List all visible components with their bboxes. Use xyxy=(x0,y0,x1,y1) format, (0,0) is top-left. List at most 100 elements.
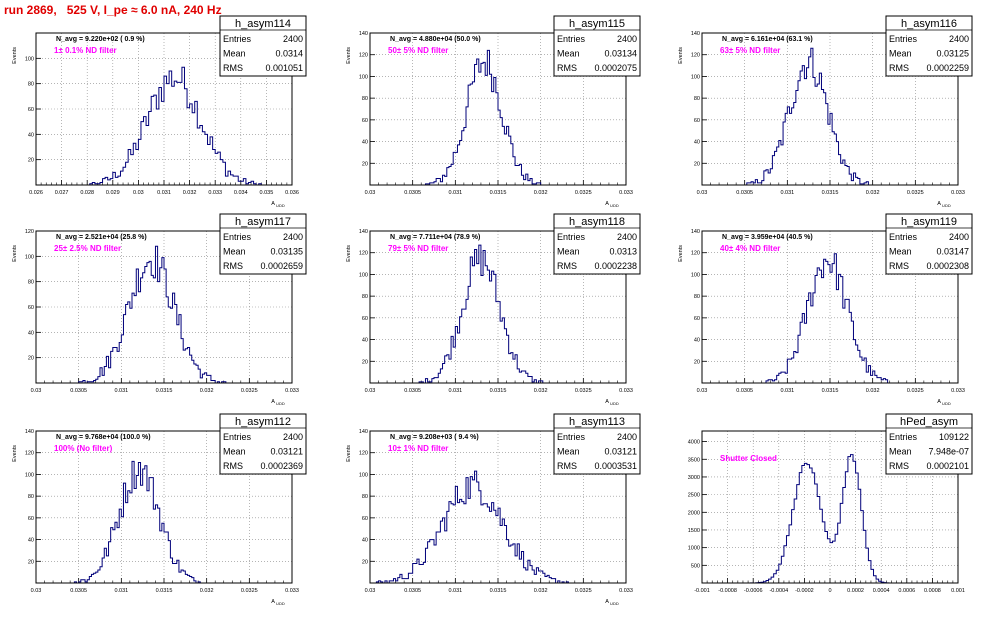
x-axis-label-main: A xyxy=(605,201,609,207)
y-axis-label: Events xyxy=(12,245,18,262)
y-tick-label: 40 xyxy=(362,338,368,344)
y-axis-label: Events xyxy=(678,47,684,64)
y-tick-label: 80 xyxy=(28,494,34,500)
stats-box xyxy=(219,213,307,275)
x-tick-label: 0.0305 xyxy=(70,388,87,394)
stats-entries-label: Entries xyxy=(889,432,918,442)
x-axis-label-sub: UDD xyxy=(275,401,285,406)
filter-label: 1± 0.1% ND filter xyxy=(54,46,117,55)
x-tick-label: 0.032 xyxy=(866,388,880,394)
stats-mean-label: Mean xyxy=(223,447,246,457)
plot-frame xyxy=(701,430,959,584)
stats-mean-value: 0.03135 xyxy=(270,247,303,257)
y-tick-label: 80 xyxy=(362,96,368,102)
stats-entries-label: Entries xyxy=(557,432,586,442)
x-tick-label: 0.031 xyxy=(780,190,794,196)
y-tick-label: 20 xyxy=(362,359,368,365)
y-tick-label: 20 xyxy=(362,161,368,167)
y-tick-label: 2500 xyxy=(688,493,700,499)
x-axis-label-main: A xyxy=(271,201,275,207)
navg-label: N_avg = 7.711e+04 (78.9 %) xyxy=(390,234,480,241)
stats-mean-value: 0.03134 xyxy=(604,49,637,59)
filter-label: 40± 4% ND filter xyxy=(720,244,780,253)
x-tick-label: 0.032 xyxy=(534,190,548,196)
stats-box xyxy=(553,413,641,475)
stats-entries-value: 2400 xyxy=(949,232,969,242)
x-axis-label: A UDD xyxy=(271,201,285,208)
x-tick-label: 0.0325 xyxy=(241,588,258,594)
y-tick-label: 120 xyxy=(359,251,368,257)
x-tick-label: 0.031 xyxy=(157,190,171,196)
y-tick-label: 120 xyxy=(359,53,368,59)
x-tick-label: 0 xyxy=(828,588,831,594)
plot-frame xyxy=(701,32,959,186)
page-title: run 2869, 525 V, I_pe ≈ 6.0 nA, 240 Hz xyxy=(4,3,222,17)
y-tick-label: 140 xyxy=(359,31,368,37)
stats-box xyxy=(885,413,973,475)
y-tick-label: 100 xyxy=(25,56,34,62)
stats-entries-value: 109122 xyxy=(939,432,969,442)
y-axis-label: Events xyxy=(12,445,18,462)
stats-mean-value: 7.948e-07 xyxy=(928,447,969,457)
y-tick-label: 120 xyxy=(25,451,34,457)
stats-rms-value: 0.0003531 xyxy=(594,461,637,471)
x-tick-label: 0.033 xyxy=(285,588,299,594)
stats-rms-label: RMS xyxy=(889,63,909,73)
y-tick-label: 40 xyxy=(362,538,368,544)
x-tick-label: 0.03 xyxy=(365,388,376,394)
stats-entries-value: 2400 xyxy=(617,432,637,442)
filter-label: 50± 5% ND filter xyxy=(388,46,448,55)
y-tick-label: 140 xyxy=(691,31,700,37)
x-tick-label: 0.0305 xyxy=(404,588,421,594)
x-axis-label-sub: UDD xyxy=(275,203,285,208)
stats-entries-label: Entries xyxy=(889,232,918,242)
histogram-panel: 0.026 0.027 0.028 0.029 0.03 0.031 0.032 0.033 0… xyxy=(12,15,307,208)
x-tick-label: 0.0315 xyxy=(490,388,507,394)
histogram-name: h_asym113 xyxy=(569,416,625,428)
x-tick-label: 0.033 xyxy=(619,588,633,594)
filter-label: 63± 5% ND filter xyxy=(720,46,780,55)
navg-label: N_avg = 9.220e+02 ( 0.9 %) xyxy=(56,36,145,43)
stats-rms-value: 0.001051 xyxy=(265,63,303,73)
x-tick-label: 0.031 xyxy=(780,388,794,394)
stats-box xyxy=(219,15,307,77)
y-tick-label: 40 xyxy=(694,338,700,344)
x-tick-label: 0.0305 xyxy=(736,190,753,196)
y-tick-label: 120 xyxy=(691,251,700,257)
x-tick-label: 0.031 xyxy=(114,588,128,594)
stats-box xyxy=(553,213,641,275)
x-tick-label: 0.031 xyxy=(448,588,462,594)
x-tick-label: 0.036 xyxy=(285,190,299,196)
y-tick-label: 20 xyxy=(362,559,368,565)
filter-label: 25± 2.5% ND filter xyxy=(54,244,121,253)
x-tick-label: 0.03 xyxy=(365,190,376,196)
y-tick-label: 60 xyxy=(694,316,700,322)
stats-mean-value: 0.03121 xyxy=(270,447,303,457)
stats-mean-label: Mean xyxy=(557,49,580,59)
x-tick-label: 0.0315 xyxy=(156,588,173,594)
stats-mean-label: Mean xyxy=(889,447,912,457)
histogram-name: h_asym118 xyxy=(569,216,625,228)
x-axis-label-sub: UDD xyxy=(609,601,619,606)
navg-label: N_avg = 9.768e+04 (100.0 %) xyxy=(56,434,151,441)
y-tick-label: 80 xyxy=(362,494,368,500)
navg-label: N_avg = 6.161e+04 (63.1 %) xyxy=(722,36,813,43)
stats-entries-value: 2400 xyxy=(949,34,969,44)
stats-rms-value: 0.0002101 xyxy=(926,461,969,471)
x-tick-label: 0.0305 xyxy=(404,190,421,196)
histogram-panel: 0.03 0.0305 0.031 0.0315 0.032 0.0325 0.033 20 4… xyxy=(346,413,641,606)
stats-entries-label: Entries xyxy=(223,34,252,44)
y-tick-label: 20 xyxy=(694,359,700,365)
x-axis-label-sub: UDD xyxy=(275,601,285,606)
plot-frame xyxy=(35,430,293,584)
x-tick-label: -0.0006 xyxy=(744,588,763,594)
x-tick-label: 0.0325 xyxy=(907,190,924,196)
stats-rms-label: RMS xyxy=(223,461,243,471)
x-tick-label: 0.03 xyxy=(365,588,376,594)
stats-rms-value: 0.0002369 xyxy=(260,461,303,471)
x-axis-label-main: A xyxy=(605,399,609,405)
y-tick-label: 80 xyxy=(362,294,368,300)
stats-entries-value: 2400 xyxy=(283,232,303,242)
stats-entries-label: Entries xyxy=(557,34,586,44)
x-tick-label: 0.033 xyxy=(619,388,633,394)
